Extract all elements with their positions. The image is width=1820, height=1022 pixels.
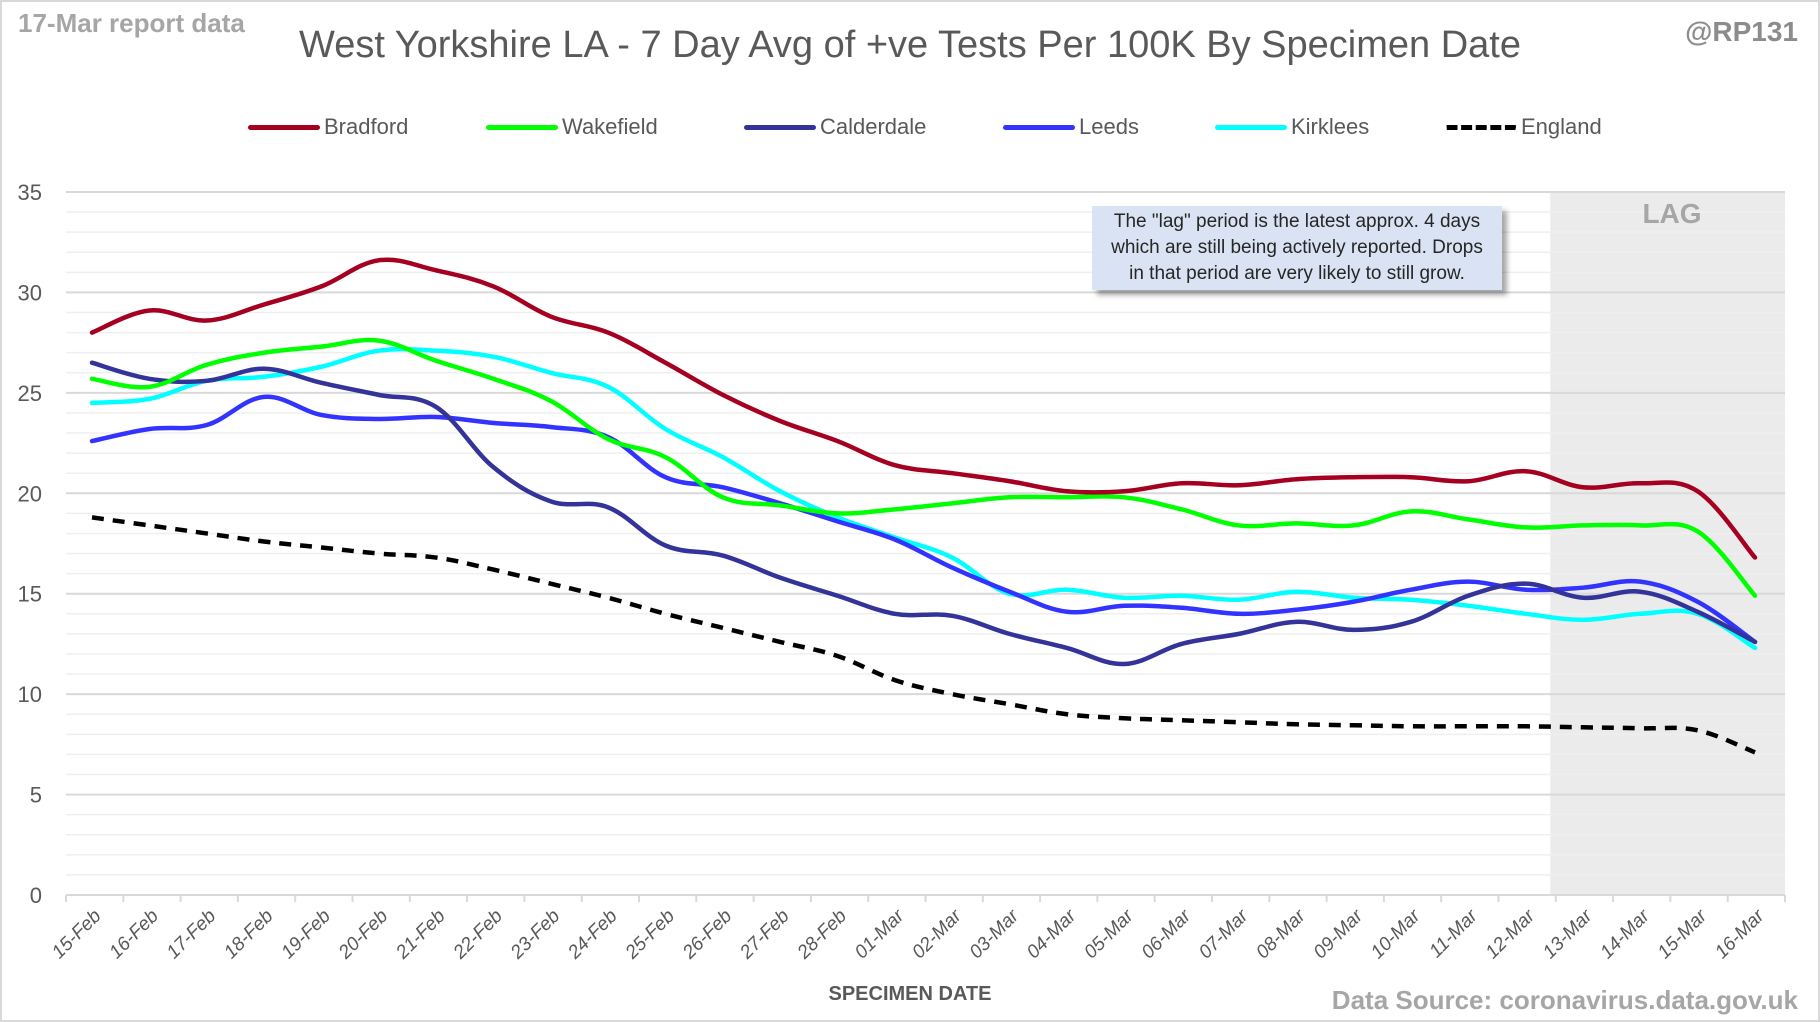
x-tick-label: 14-Mar bbox=[1596, 905, 1654, 963]
series-lines bbox=[89, 257, 1758, 755]
legend-swatch bbox=[486, 124, 558, 130]
annotation-line: which are still being actively reported.… bbox=[1111, 237, 1483, 258]
x-tick-label: 11-Mar bbox=[1425, 905, 1482, 962]
lag-period-shading bbox=[1550, 192, 1785, 895]
y-tick-label: 0 bbox=[30, 883, 42, 908]
x-tick-label: 23-Feb bbox=[506, 906, 564, 964]
legend-label: Bradford bbox=[324, 114, 409, 139]
x-tick-label: 06-Mar bbox=[1138, 905, 1196, 963]
x-tick-label: 16-Mar bbox=[1711, 905, 1769, 963]
lag-label: LAG bbox=[1642, 198, 1702, 229]
x-tick-label: 21-Feb bbox=[391, 906, 449, 964]
legend-item-calderdale: Calderdale bbox=[744, 112, 926, 142]
x-tick-label: 07-Mar bbox=[1195, 905, 1253, 963]
legend-label: Wakefield bbox=[562, 114, 658, 139]
y-tick-label: 20 bbox=[18, 481, 42, 506]
y-tick-label: 25 bbox=[18, 381, 42, 406]
legend-item-wakefield: Wakefield bbox=[486, 112, 658, 142]
x-tick-label: 16-Feb bbox=[105, 906, 162, 963]
annotation-line: The "lag" period is the latest approx. 4… bbox=[1113, 211, 1481, 232]
legend-label: England bbox=[1521, 114, 1602, 139]
x-tick-label: 27-Feb bbox=[736, 906, 794, 964]
gridlines bbox=[66, 191, 1785, 896]
y-tick-label: 35 bbox=[18, 180, 42, 205]
x-tick-label: 02-Mar bbox=[908, 905, 966, 963]
legend-label: Kirklees bbox=[1291, 114, 1370, 139]
report-date-label: 17-Mar report data bbox=[18, 8, 245, 38]
legend-label: Calderdale bbox=[820, 114, 927, 139]
chart-title: West Yorkshire LA - 7 Day Avg of +ve Tes… bbox=[299, 24, 1521, 66]
y-axis-tick-labels: 0 5 10 15 20 25 30 35 bbox=[18, 180, 42, 908]
x-tick-label: 09-Mar bbox=[1310, 905, 1368, 963]
x-tick-label: 20-Feb bbox=[334, 906, 392, 964]
legend-item-leeds: Leeds bbox=[1003, 112, 1139, 142]
legend-item-england: England bbox=[1445, 112, 1602, 142]
y-tick-label: 10 bbox=[18, 682, 42, 707]
x-tick-label: 08-Mar bbox=[1252, 905, 1310, 963]
x-tick-label: 25-Feb bbox=[621, 906, 679, 964]
x-tick-label: 15-Feb bbox=[48, 906, 105, 963]
legend-swatch bbox=[248, 124, 320, 130]
x-tick-label: 10-Mar bbox=[1367, 905, 1425, 963]
x-tick-label: 28-Feb bbox=[793, 906, 851, 964]
y-tick-label: 5 bbox=[30, 783, 42, 808]
x-tick-label: 26-Feb bbox=[678, 906, 736, 964]
series-line-kirklees bbox=[89, 346, 1758, 651]
author-handle: @RP131 bbox=[1685, 16, 1798, 47]
x-tick-label: 15-Mar bbox=[1654, 905, 1712, 963]
series-line-bradford bbox=[89, 257, 1758, 560]
y-tick-label: 15 bbox=[18, 582, 42, 607]
annotation-line: in that period are very likely to still … bbox=[1129, 263, 1465, 284]
x-tick-label: 19-Feb bbox=[277, 906, 334, 963]
legend-swatch bbox=[744, 124, 816, 130]
x-tick-label: 24-Feb bbox=[564, 906, 622, 964]
y-tick-label: 30 bbox=[18, 280, 42, 305]
x-axis-title: SPECIMEN DATE bbox=[828, 983, 992, 1005]
x-tick-label: 22-Feb bbox=[449, 906, 507, 964]
x-axis: 15-Feb 16-Feb 17-Feb 18-Feb 19-Feb 20-Feb 21-F… bbox=[48, 894, 1786, 964]
x-tick-label: 01-Mar bbox=[851, 905, 909, 963]
x-tick-label: 05-Mar bbox=[1080, 905, 1138, 963]
x-tick-label: 12-Mar bbox=[1482, 905, 1540, 963]
data-source-label: Data Source: coronavirus.data.gov.uk bbox=[1331, 985, 1798, 1015]
x-tick-label: 17-Feb bbox=[163, 906, 220, 963]
legend-item-bradford: Bradford bbox=[248, 112, 408, 142]
x-tick-label: 04-Mar bbox=[1023, 905, 1081, 963]
legend-label: Leeds bbox=[1079, 114, 1139, 139]
x-tick-label: 03-Mar bbox=[966, 905, 1024, 963]
legend-swatch bbox=[1215, 124, 1287, 130]
legend-swatch bbox=[1003, 124, 1075, 130]
series-line-leeds bbox=[89, 394, 1758, 645]
x-tick-label: 13-Mar bbox=[1539, 905, 1597, 963]
series-line-england bbox=[91, 515, 1756, 755]
series-line-wakefield bbox=[89, 337, 1758, 598]
legend-swatch bbox=[1445, 124, 1517, 130]
legend-item-kirklees: Kirklees bbox=[1215, 112, 1369, 142]
x-tick-label: 18-Feb bbox=[220, 906, 277, 963]
lag-annotation-box: The "lag" period is the latest approx. 4… bbox=[1092, 206, 1502, 290]
series-line-calderdale bbox=[89, 360, 1758, 667]
legend: Bradford Wakefield Calderdale Leeds Kirklees… bbox=[0, 112, 1820, 142]
